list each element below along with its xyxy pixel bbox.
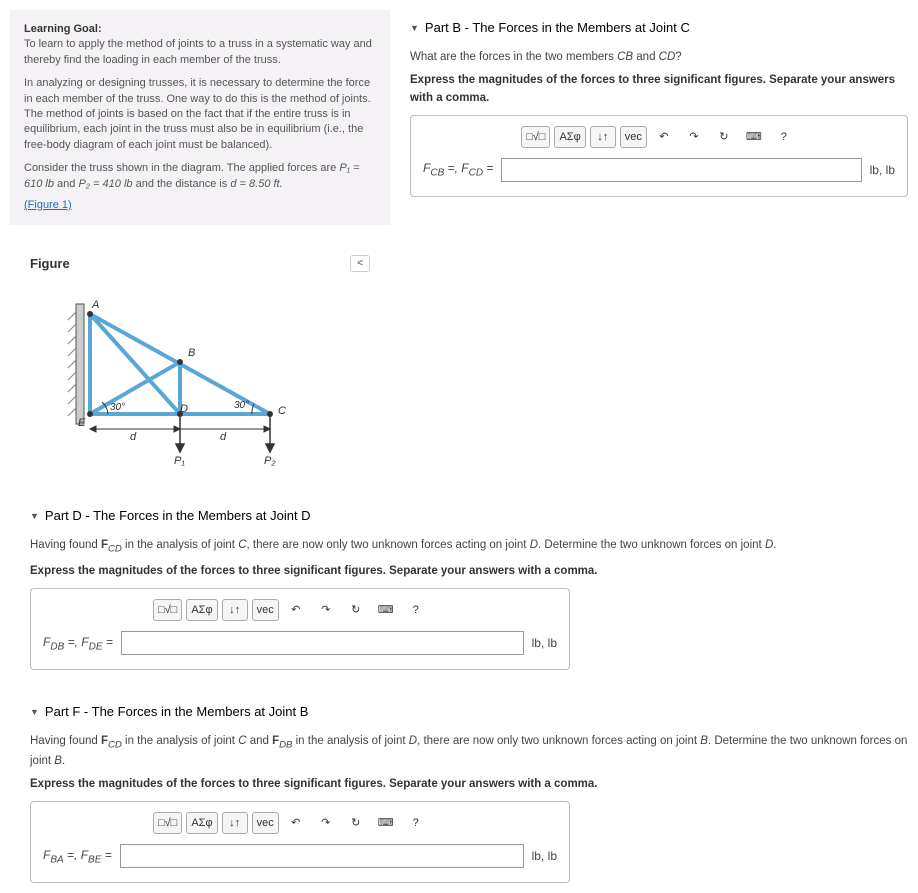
templates-button[interactable]: □√□ xyxy=(153,812,182,834)
redo-button[interactable]: ↷ xyxy=(313,599,339,621)
part-f-title: Part F - The Forces in the Members at Jo… xyxy=(45,704,308,719)
part-d-input[interactable] xyxy=(121,631,524,655)
help-button[interactable]: ? xyxy=(403,812,429,834)
label-p2: P₂ xyxy=(264,455,276,467)
part-d-question: Having found FCD in the analysis of join… xyxy=(30,537,908,557)
redo-button[interactable]: ↷ xyxy=(681,126,707,148)
part-b-section: Part B - The Forces in the Members at Jo… xyxy=(410,16,908,197)
reset-button[interactable]: ↻ xyxy=(711,126,737,148)
part-b-units: lb, lb xyxy=(870,161,895,179)
templates-button[interactable]: □√□ xyxy=(521,126,550,148)
redo-button[interactable]: ↷ xyxy=(313,812,339,834)
undo-button[interactable]: ↶ xyxy=(651,126,677,148)
learning-goal-panel: Learning Goal: To learn to apply the met… xyxy=(10,10,390,225)
label-b: B xyxy=(188,347,195,359)
keyboard-button[interactable]: ⌨ xyxy=(741,126,767,148)
label-d1: d xyxy=(130,431,137,443)
templates-button[interactable]: □√□ xyxy=(153,599,182,621)
lg-p2: P₂ = 410 lb xyxy=(78,178,132,190)
part-d-units: lb, lb xyxy=(532,634,557,652)
vec-button[interactable]: vec xyxy=(252,812,279,834)
lg-para2b: and the distance is xyxy=(136,178,231,190)
label-a: A xyxy=(91,299,99,311)
lg-dist: d = 8.50 ft. xyxy=(230,178,282,190)
part-f-input[interactable] xyxy=(120,844,524,868)
part-b-lhs: FCB =, FCD = xyxy=(423,159,493,180)
subscript-button[interactable]: ↓↑ xyxy=(222,599,248,621)
part-f-answer-box: □√□ ΑΣφ ↓↑ vec ↶ ↷ ↻ ⌨ ? FBA =, FBE = lb… xyxy=(30,801,570,883)
subscript-button[interactable]: ↓↑ xyxy=(590,126,616,148)
part-d-title: Part D - The Forces in the Members at Jo… xyxy=(45,508,311,523)
part-d-section: Part D - The Forces in the Members at Jo… xyxy=(30,504,908,670)
learning-goal-para2: Consider the truss shown in the diagram.… xyxy=(24,161,376,192)
figure-block: Figure < xyxy=(30,255,908,474)
greek-button[interactable]: ΑΣφ xyxy=(186,812,217,834)
undo-button[interactable]: ↶ xyxy=(283,599,309,621)
label-p1: P₁ xyxy=(174,455,185,467)
reset-button[interactable]: ↻ xyxy=(343,599,369,621)
label-angle2: 30° xyxy=(234,400,249,411)
part-f-section: Part F - The Forces in the Members at Jo… xyxy=(30,700,908,883)
part-b-toolbar: □√□ ΑΣφ ↓↑ vec ↶ ↷ ↻ ⌨ ? xyxy=(423,126,895,148)
part-b-instruct: Express the magnitudes of the forces to … xyxy=(410,72,908,107)
label-d2: d xyxy=(220,431,227,443)
lg-and: and xyxy=(57,178,78,190)
part-b-title: Part B - The Forces in the Members at Jo… xyxy=(425,20,690,35)
part-b-header[interactable]: Part B - The Forces in the Members at Jo… xyxy=(410,16,908,43)
label-e: E xyxy=(78,417,86,429)
keyboard-button[interactable]: ⌨ xyxy=(373,599,399,621)
help-button[interactable]: ? xyxy=(771,126,797,148)
undo-button[interactable]: ↶ xyxy=(283,812,309,834)
lg-para2a: Consider the truss shown in the diagram.… xyxy=(24,162,339,174)
label-c: C xyxy=(278,405,286,417)
part-d-instruct: Express the magnitudes of the forces to … xyxy=(30,563,908,580)
learning-goal-heading: Learning Goal: xyxy=(24,23,102,35)
learning-goal-intro: To learn to apply the method of joints t… xyxy=(24,37,376,68)
truss-diagram: A B C D E P₁ P₂ d d 30° 30° xyxy=(30,284,310,474)
part-b-answer-box: □√□ ΑΣφ ↓↑ vec ↶ ↷ ↻ ⌨ ? FCB =, FCD = lb… xyxy=(410,115,908,197)
part-d-lhs: FDB =, FDE = xyxy=(43,633,113,654)
label-angle1: 30° xyxy=(110,402,125,413)
help-button[interactable]: ? xyxy=(403,599,429,621)
part-f-lhs: FBA =, FBE = xyxy=(43,846,112,867)
part-d-header[interactable]: Part D - The Forces in the Members at Jo… xyxy=(30,504,908,531)
greek-button[interactable]: ΑΣφ xyxy=(554,126,585,148)
keyboard-button[interactable]: ⌨ xyxy=(373,812,399,834)
learning-goal-para1: In analyzing or designing trusses, it is… xyxy=(24,76,376,153)
vec-button[interactable]: vec xyxy=(252,599,279,621)
part-b-input[interactable] xyxy=(501,158,861,182)
figure-nav[interactable]: < xyxy=(350,255,370,272)
greek-button[interactable]: ΑΣφ xyxy=(186,599,217,621)
part-d-answer-box: □√□ ΑΣφ ↓↑ vec ↶ ↷ ↻ ⌨ ? FDB =, FDE = lb… xyxy=(30,588,570,670)
figure-title: Figure xyxy=(30,256,70,271)
part-f-header[interactable]: Part F - The Forces in the Members at Jo… xyxy=(30,700,908,727)
part-b-question: What are the forces in the two members C… xyxy=(410,49,908,66)
label-d-node: D xyxy=(180,403,188,415)
part-f-toolbar: □√□ ΑΣφ ↓↑ vec ↶ ↷ ↻ ⌨ ? xyxy=(153,812,557,834)
reset-button[interactable]: ↻ xyxy=(343,812,369,834)
subscript-button[interactable]: ↓↑ xyxy=(222,812,248,834)
figure-link[interactable]: (Figure 1) xyxy=(24,199,72,211)
part-f-instruct: Express the magnitudes of the forces to … xyxy=(30,776,908,793)
part-f-units: lb, lb xyxy=(532,847,557,865)
part-f-question: Having found FCD in the analysis of join… xyxy=(30,733,908,770)
part-d-toolbar: □√□ ΑΣφ ↓↑ vec ↶ ↷ ↻ ⌨ ? xyxy=(153,599,557,621)
vec-button[interactable]: vec xyxy=(620,126,647,148)
